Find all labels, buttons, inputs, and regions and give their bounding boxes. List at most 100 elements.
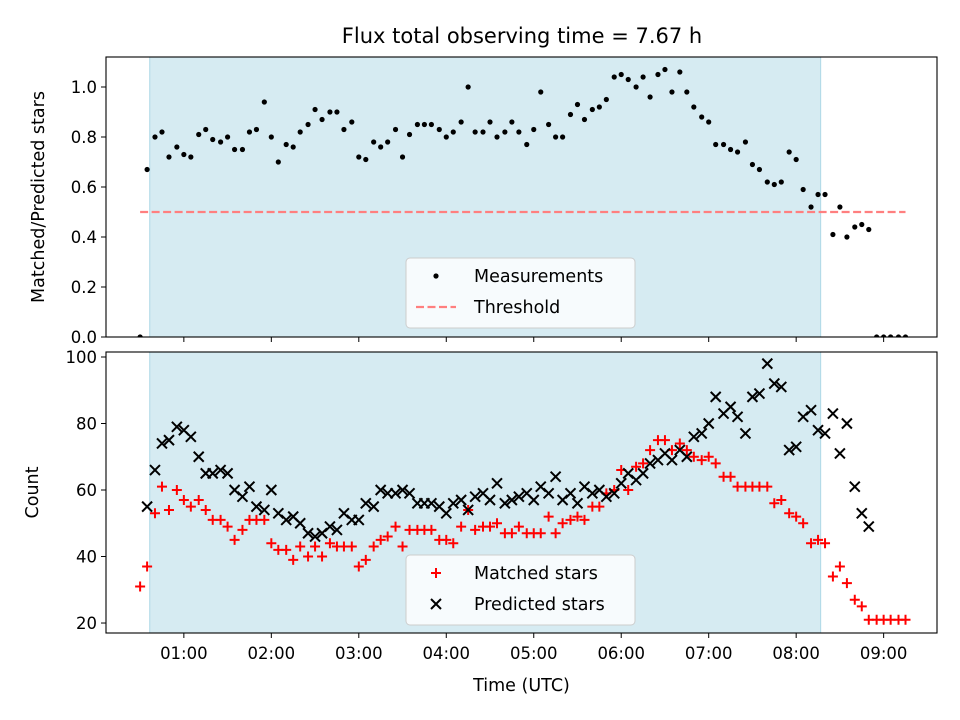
legend-box [405, 257, 636, 329]
plot-area [137, 57, 909, 337]
predicted-point [761, 357, 774, 370]
predicted-point [367, 500, 380, 513]
predicted-point [294, 517, 306, 529]
matched-point [849, 594, 860, 605]
matched-point [281, 544, 292, 555]
measurement-point [261, 99, 267, 105]
predicted-point [280, 514, 292, 526]
legend-label: Predicted stars [474, 595, 605, 615]
matched-point [659, 435, 670, 446]
predicted-point [506, 494, 518, 506]
measurement-point [406, 131, 413, 138]
measurement-point [392, 126, 399, 133]
measurement-point [341, 126, 347, 133]
matched-point [149, 508, 160, 519]
measurement-point [371, 139, 377, 145]
matched-point [710, 458, 721, 469]
matched-point [791, 511, 802, 522]
predicted-point [236, 490, 249, 503]
x-tick-label: 06:00 [597, 644, 645, 663]
measurement-point [385, 139, 391, 145]
predicted-point [455, 494, 467, 506]
measurement-point [589, 106, 595, 113]
measurement-point [749, 161, 756, 168]
measurement-point [881, 334, 887, 337]
measurement-point [793, 156, 799, 163]
matched-point [215, 514, 226, 525]
legend-marker [433, 273, 439, 279]
measurement-point [487, 119, 493, 125]
axes-frame [105, 351, 938, 634]
predicted-point [819, 427, 831, 440]
measurement-point [137, 334, 143, 337]
predicted-point [156, 437, 168, 450]
measurement-point [531, 126, 537, 133]
measurement-point [159, 129, 165, 135]
measurement-point [669, 89, 675, 95]
predicted-point [171, 421, 183, 433]
matched-point [725, 471, 736, 482]
matched-point [631, 461, 642, 472]
matched-point [317, 551, 328, 562]
measurement-point [494, 134, 500, 140]
matched-point [142, 561, 153, 572]
predicted-point [447, 497, 459, 510]
measurement-point [538, 89, 544, 95]
measurement-point [253, 126, 260, 133]
predicted-point [666, 454, 678, 466]
predicted-point [790, 441, 802, 453]
predicted-point [681, 451, 693, 463]
x-tick-label: 03:00 [335, 644, 383, 663]
measurement-point [283, 141, 289, 148]
measurement-point [662, 66, 668, 73]
measurement-point [830, 231, 836, 238]
measurement-point [888, 334, 894, 337]
matched-point [310, 541, 321, 552]
measurement-point [436, 126, 442, 133]
legend-label: Measurements [474, 267, 603, 287]
y-tick-label: 0.6 [71, 178, 97, 197]
measurement-point [349, 119, 355, 125]
measurement-point [699, 114, 705, 120]
matched-point [485, 521, 496, 532]
matched-point [222, 521, 233, 532]
measurement-point [786, 149, 792, 155]
predicted-point [834, 447, 846, 460]
y-tick-label: 40 [76, 548, 97, 567]
measurement-point [837, 204, 843, 210]
measurement-point [874, 334, 880, 337]
measurement-point [458, 119, 464, 125]
x-tick-label: 02:00 [248, 644, 296, 663]
series-matched-stars [135, 435, 911, 625]
predicted-point [243, 480, 256, 493]
y-tick-label: 20 [76, 614, 97, 633]
legend-entry: Threshold [416, 298, 560, 318]
measurement-point [516, 129, 522, 135]
predicted-point [724, 401, 737, 413]
series-predicted-stars [141, 357, 875, 543]
matched-point [638, 458, 649, 469]
predicted-point [608, 487, 620, 500]
measurement-point [647, 94, 653, 100]
measurement-point [902, 334, 909, 337]
matched-point [156, 481, 167, 492]
matched-point [448, 538, 459, 549]
measurement-point [771, 181, 777, 188]
matched-point [806, 538, 817, 549]
matched-point [688, 451, 699, 462]
matched-point [834, 561, 845, 572]
matched-point [185, 501, 196, 512]
legend-entry: Measurements [433, 267, 603, 287]
predicted-point [600, 490, 613, 503]
predicted-point [542, 487, 555, 500]
predicted-point [163, 434, 175, 446]
measurement-point [231, 146, 238, 153]
x-tick-label: 01:00 [160, 644, 208, 663]
measurement-point [866, 226, 872, 233]
matched-point [784, 508, 795, 519]
matched-point [259, 514, 270, 525]
predicted-point [746, 391, 759, 403]
y-tick-label: 0.8 [71, 128, 97, 147]
predicted-point [644, 457, 656, 470]
